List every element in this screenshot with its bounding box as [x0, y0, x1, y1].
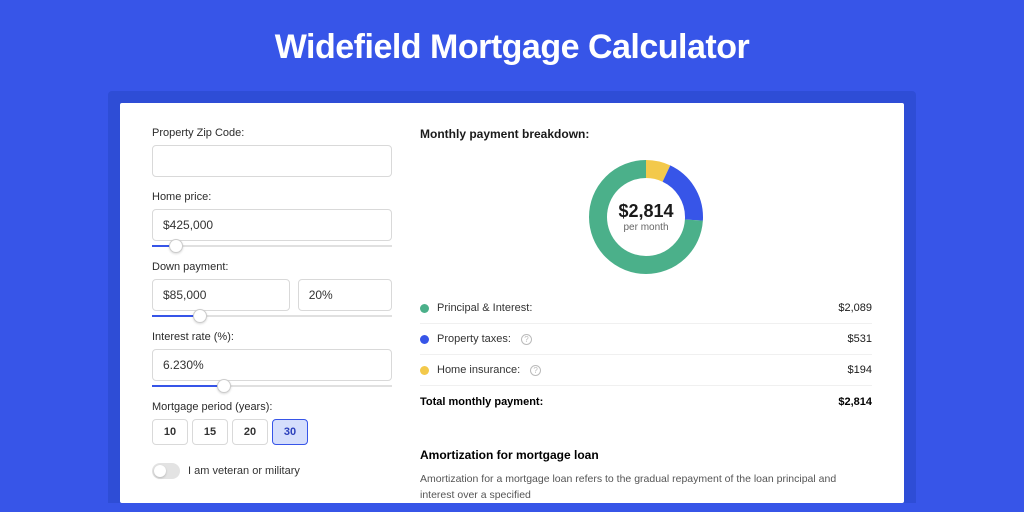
form-column: Property Zip Code: Home price: Down paym… — [152, 127, 392, 503]
total-label: Total monthly payment: — [420, 396, 543, 408]
page-title: Widefield Mortgage Calculator — [0, 0, 1024, 91]
zip-input[interactable] — [152, 145, 392, 177]
donut-amount: $2,814 — [618, 201, 673, 222]
interest-rate-label: Interest rate (%): — [152, 331, 392, 343]
info-icon[interactable]: ? — [530, 365, 541, 376]
amortization-text: Amortization for a mortgage loan refers … — [420, 472, 872, 503]
down-payment-label: Down payment: — [152, 261, 392, 273]
legend-label: Property taxes: — [437, 333, 511, 345]
legend-row-2: Home insurance:? $194 — [420, 355, 872, 385]
down-payment-field-group: Down payment: — [152, 261, 392, 317]
breakdown-title: Monthly payment breakdown: — [420, 127, 872, 141]
home-price-label: Home price: — [152, 191, 392, 203]
donut-chart-wrap: $2,814 per month — [420, 151, 872, 293]
period-field-group: Mortgage period (years): 10152030 — [152, 401, 392, 445]
legend-label: Principal & Interest: — [437, 302, 532, 314]
legend-dot-icon — [420, 304, 429, 313]
legend-value: $531 — [848, 333, 872, 345]
home-price-field-group: Home price: — [152, 191, 392, 247]
down-payment-amount-input[interactable] — [152, 279, 290, 311]
info-icon[interactable]: ? — [521, 334, 532, 345]
down-payment-percent-input[interactable] — [298, 279, 392, 311]
period-button-15[interactable]: 15 — [192, 419, 228, 445]
zip-field-group: Property Zip Code: — [152, 127, 392, 177]
legend-value: $2,089 — [838, 302, 872, 314]
total-value: $2,814 — [838, 396, 872, 408]
period-button-10[interactable]: 10 — [152, 419, 188, 445]
interest-rate-slider[interactable] — [152, 385, 392, 387]
donut-chart: $2,814 per month — [586, 157, 706, 277]
legend-row-0: Principal & Interest: $2,089 — [420, 293, 872, 324]
calculator-card: Property Zip Code: Home price: Down paym… — [120, 103, 904, 503]
legend-value: $194 — [848, 364, 872, 376]
period-button-20[interactable]: 20 — [232, 419, 268, 445]
total-row: Total monthly payment: $2,814 — [420, 385, 872, 418]
amortization-title: Amortization for mortgage loan — [420, 448, 872, 462]
period-label: Mortgage period (years): — [152, 401, 392, 413]
legend-label: Home insurance: — [437, 364, 520, 376]
breakdown-column: Monthly payment breakdown: $2,814 per mo… — [420, 127, 872, 503]
amortization-section: Amortization for mortgage loan Amortizat… — [420, 434, 872, 503]
down-payment-slider[interactable] — [152, 315, 392, 317]
interest-rate-input[interactable] — [152, 349, 392, 381]
veteran-label: I am veteran or military — [188, 465, 300, 477]
veteran-toggle-row: I am veteran or military — [152, 463, 392, 479]
veteran-toggle[interactable] — [152, 463, 180, 479]
outer-card: Property Zip Code: Home price: Down paym… — [108, 91, 916, 503]
legend-list: Principal & Interest: $2,089 Property taxe… — [420, 293, 872, 385]
donut-center: $2,814 per month — [586, 157, 706, 277]
donut-sub: per month — [623, 222, 668, 233]
zip-label: Property Zip Code: — [152, 127, 392, 139]
home-price-input[interactable] — [152, 209, 392, 241]
legend-dot-icon — [420, 335, 429, 344]
home-price-slider[interactable] — [152, 245, 392, 247]
period-button-row: 10152030 — [152, 419, 392, 445]
legend-dot-icon — [420, 366, 429, 375]
period-button-30[interactable]: 30 — [272, 419, 308, 445]
legend-row-1: Property taxes:? $531 — [420, 324, 872, 355]
interest-rate-field-group: Interest rate (%): — [152, 331, 392, 387]
